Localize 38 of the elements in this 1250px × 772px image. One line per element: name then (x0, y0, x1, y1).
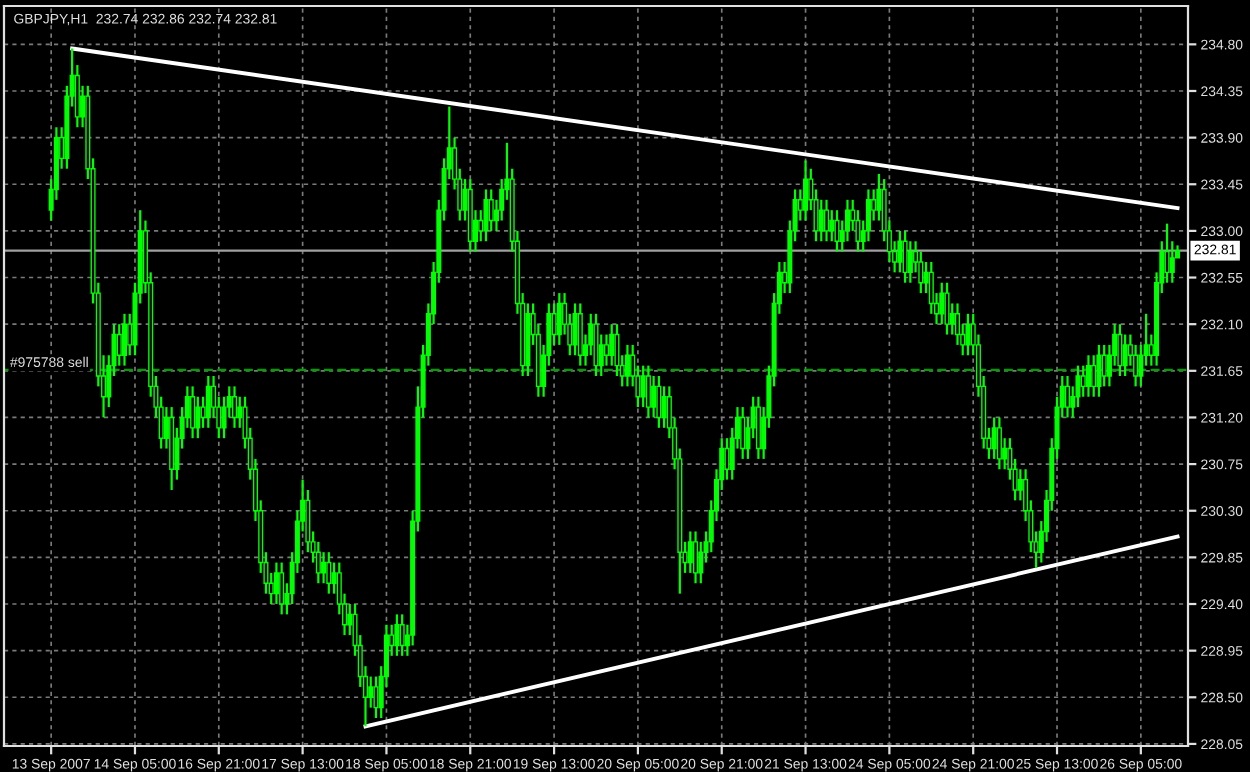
candlestick (1075, 364, 1081, 409)
candlestick (1096, 343, 1102, 398)
candlestick (803, 159, 809, 222)
candlestick (1085, 354, 1091, 398)
candlestick (483, 188, 489, 243)
candlestick (231, 385, 238, 429)
candlestick (693, 530, 699, 585)
candlestick (1117, 323, 1123, 378)
candlestick (394, 613, 400, 657)
candlestick (205, 374, 211, 429)
candlestick (399, 613, 405, 657)
candlestick (965, 312, 971, 357)
candlestick (593, 312, 599, 378)
candlestick (556, 291, 562, 347)
candlestick (954, 302, 961, 347)
candlestick (577, 302, 583, 367)
candlestick (614, 323, 620, 378)
candlestick (273, 561, 279, 606)
candlestick (687, 530, 693, 575)
candlestick (991, 416, 997, 461)
candlestick (944, 281, 950, 336)
candlestick (834, 209, 840, 253)
candlestick (121, 312, 128, 367)
candlestick (1133, 343, 1139, 388)
candlestick (279, 561, 285, 616)
candlestick (740, 405, 746, 461)
candlestick (640, 364, 646, 409)
candlestick (823, 198, 830, 243)
candlestick (645, 364, 651, 419)
candlestick (488, 188, 494, 233)
candlestick (996, 416, 1002, 471)
candlestick (624, 343, 630, 388)
candlestick (656, 374, 662, 429)
candlestick (190, 385, 196, 440)
candlestick (755, 395, 761, 461)
candlestick (902, 229, 908, 284)
candlestick (1064, 374, 1071, 419)
candlestick (326, 551, 332, 595)
